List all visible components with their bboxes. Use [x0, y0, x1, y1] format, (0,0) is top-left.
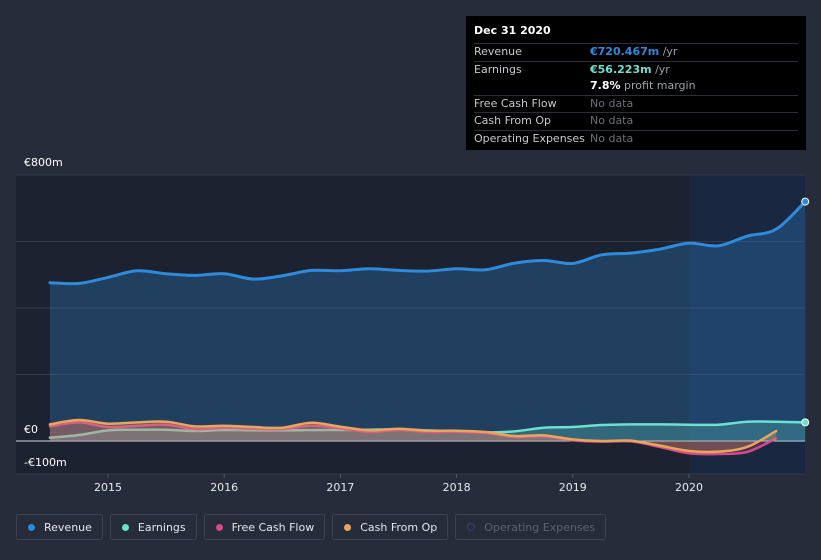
tooltip-margin-value: 7.8% — [590, 79, 621, 92]
revenue-line — [48, 200, 807, 286]
data-tooltip: Dec 31 2020 Revenue €720.467m /yr Earnin… — [466, 16, 806, 150]
x-tick-label-2019: 2019 — [559, 481, 587, 494]
legend-cfo-label: Cash From Op — [360, 520, 438, 534]
y-tick-label-zero: €0 — [24, 423, 38, 436]
legend: Revenue Earnings Free Cash Flow Cash Fro… — [16, 514, 613, 540]
legend-operating-expenses[interactable]: Operating Expenses — [455, 514, 607, 540]
gridlines — [16, 174, 805, 475]
tooltip-revenue-label: Revenue — [474, 45, 522, 58]
revenue-area — [49, 201, 806, 441]
legend-fcf-label: Free Cash Flow — [231, 520, 315, 534]
legend-revenue-label: Revenue — [44, 520, 92, 534]
earnings-dot-icon — [121, 523, 129, 531]
tooltip-cfo-value: No data — [590, 114, 634, 127]
legend-revenue[interactable]: Revenue — [16, 514, 103, 540]
tooltip-row-earnings: Earnings €56.223m /yr — [474, 60, 798, 79]
tooltip-date: Dec 31 2020 — [474, 24, 551, 37]
legend-opex-label: Operating Expenses — [484, 520, 596, 534]
tooltip-earnings-label: Earnings — [474, 62, 522, 76]
tooltip-row-opex: Operating Expenses No data — [474, 129, 798, 148]
legend-cash-from-op[interactable]: Cash From Op — [332, 514, 449, 540]
cfo-area — [49, 420, 777, 452]
revenue-end-marker — [801, 197, 810, 206]
x-axis: 2015 2016 2017 2018 2019 2020 — [94, 474, 703, 494]
earnings-end-marker — [801, 418, 810, 427]
tooltip-cfo-label: Cash From Op — [474, 114, 552, 127]
opex-dot-icon — [467, 523, 476, 531]
tooltip-row-revenue: Revenue €720.467m /yr — [474, 43, 798, 61]
legend-earnings-label: Earnings — [137, 520, 186, 534]
legend-free-cash-flow[interactable]: Free Cash Flow — [203, 514, 326, 540]
tooltip-opex-value: No data — [590, 131, 634, 145]
tooltip-earnings-unit: /yr — [655, 62, 670, 76]
x-tick-label-2018: 2018 — [443, 481, 471, 494]
fcf-dot-icon — [215, 523, 223, 531]
tooltip-row-cfo: Cash From Op No data — [474, 112, 798, 130]
tooltip-revenue-value: €720.467m — [590, 45, 660, 58]
series-layer — [48, 197, 810, 456]
tooltip-row-fcf: Free Cash Flow No data — [474, 94, 798, 113]
tooltip-earnings-value: €56.223m — [590, 62, 652, 76]
tooltip-fcf-label: Free Cash Flow — [474, 96, 557, 110]
tooltip-fcf-value: No data — [590, 96, 634, 110]
fcf-area — [49, 422, 777, 455]
revenue-dot-icon — [28, 523, 35, 531]
x-tick-label-2015: 2015 — [94, 481, 122, 494]
y-tick-label-top: €800m — [24, 156, 63, 169]
y-tick-label-bottom: -€100m — [24, 456, 67, 469]
legend-earnings[interactable]: Earnings — [109, 514, 197, 540]
tooltip-margin-label: profit margin — [624, 79, 696, 92]
tooltip-opex-label: Operating Expenses — [474, 131, 585, 145]
tooltip-row-margin: 7.8% profit margin — [474, 78, 798, 95]
x-tick-label-2016: 2016 — [210, 481, 238, 494]
x-tick-label-2017: 2017 — [326, 481, 354, 494]
cfo-dot-icon — [344, 523, 352, 531]
tooltip-revenue-unit: /yr — [662, 45, 678, 58]
x-tick-label-2020: 2020 — [675, 481, 703, 494]
cfo-line — [48, 418, 778, 454]
